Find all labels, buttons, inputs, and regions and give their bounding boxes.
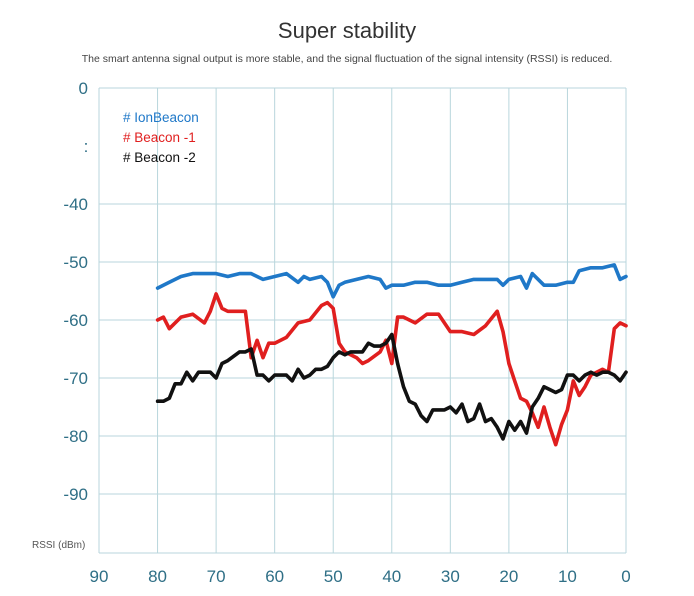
y-axis-label: RSSI (dBm) <box>32 540 85 551</box>
grid-lines <box>98 87 627 554</box>
y-tick-label: -40 <box>63 195 88 214</box>
y-axis-break: : <box>84 137 89 156</box>
y-tick-label: -70 <box>63 369 88 388</box>
series-line-2 <box>155 292 628 447</box>
x-tick-label: 70 <box>207 567 226 586</box>
x-tick-label: 90 <box>90 567 109 586</box>
y-tick-label: -50 <box>63 253 88 272</box>
x-tick-label: 10 <box>558 567 577 586</box>
series-line-1 <box>155 263 628 299</box>
legend-entry: # Beacon -1 <box>123 130 196 145</box>
series-lines <box>155 263 628 447</box>
legend: # IonBeacon # Beacon -1 # Beacon -2 <box>123 110 199 165</box>
axes: 90 80 70 60 50 40 30 20 10 0 0 -40 -50 -60 -70 -80 -90: <box>63 79 630 586</box>
x-tick-label: 40 <box>382 567 401 586</box>
y-tick-label: -60 <box>63 311 88 330</box>
x-tick-label: 50 <box>324 567 343 586</box>
chart-title: Super stability <box>277 18 417 43</box>
x-tick-label: 30 <box>441 567 460 586</box>
legend-entry: # IonBeacon <box>123 110 199 125</box>
y-tick-label: 0 <box>79 79 88 98</box>
legend-entry: # Beacon -2 <box>123 150 196 165</box>
y-tick-label: -80 <box>63 427 88 446</box>
y-tick-label: -90 <box>63 485 88 504</box>
x-tick-label: 20 <box>499 567 518 586</box>
chart-subtitle: The smart antenna signal output is more … <box>81 53 613 65</box>
series-line-3 <box>155 332 628 441</box>
x-tick-label: 80 <box>148 567 167 586</box>
x-tick-label: 0 <box>621 567 630 586</box>
x-tick-label: 60 <box>265 567 284 586</box>
